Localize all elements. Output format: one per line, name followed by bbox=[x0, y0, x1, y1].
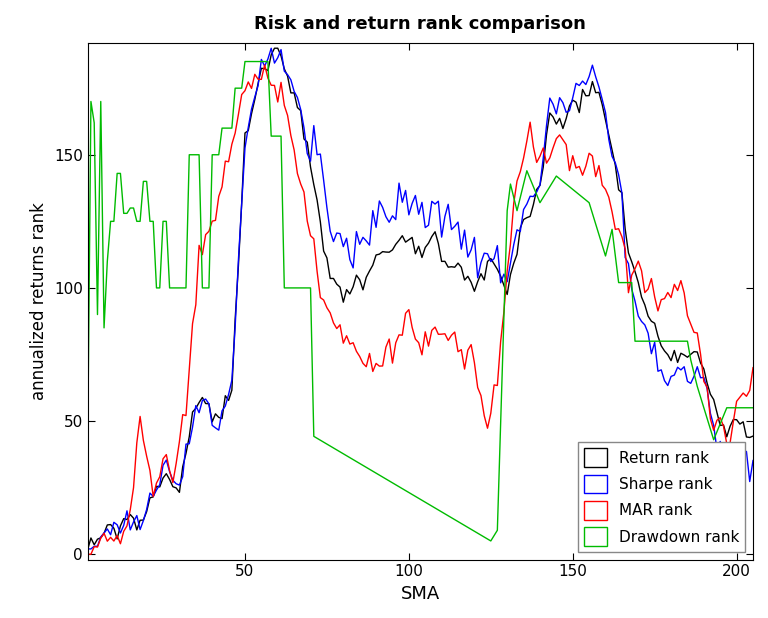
Return rank bbox=[578, 86, 588, 93]
Drawdown rank bbox=[581, 197, 591, 204]
Drawdown rank bbox=[155, 284, 164, 292]
X-axis label: SMA: SMA bbox=[401, 585, 440, 603]
Drawdown rank bbox=[240, 58, 250, 66]
MAR rank bbox=[434, 331, 443, 338]
Title: Risk and return rank comparison: Risk and return rank comparison bbox=[254, 15, 586, 33]
Return rank bbox=[434, 240, 443, 247]
MAR rank bbox=[263, 74, 273, 82]
Sharpe rank bbox=[578, 77, 588, 85]
MAR rank bbox=[578, 172, 588, 179]
Sharpe rank bbox=[194, 409, 204, 417]
Drawdown rank bbox=[263, 58, 273, 66]
Legend: Return rank, Sharpe rank, MAR rank, Drawdown rank: Return rank, Sharpe rank, MAR rank, Draw… bbox=[578, 442, 746, 552]
Line: Sharpe rank: Sharpe rank bbox=[88, 48, 753, 549]
Sharpe rank bbox=[83, 545, 92, 552]
Drawdown rank bbox=[83, 444, 92, 451]
MAR rank bbox=[260, 61, 270, 69]
Sharpe rank bbox=[434, 198, 443, 205]
MAR rank bbox=[748, 364, 757, 371]
MAR rank bbox=[155, 473, 164, 481]
Return rank bbox=[748, 433, 757, 440]
Return rank bbox=[421, 243, 430, 251]
Sharpe rank bbox=[421, 224, 430, 231]
Line: Drawdown rank: Drawdown rank bbox=[88, 62, 753, 541]
Return rank bbox=[260, 65, 270, 72]
Drawdown rank bbox=[194, 151, 204, 158]
Sharpe rank bbox=[266, 44, 276, 52]
MAR rank bbox=[83, 551, 92, 558]
Sharpe rank bbox=[748, 457, 757, 464]
Return rank bbox=[155, 483, 164, 491]
Drawdown rank bbox=[748, 404, 757, 412]
Drawdown rank bbox=[421, 499, 430, 506]
Drawdown rank bbox=[434, 506, 443, 514]
Return rank bbox=[194, 399, 204, 406]
Y-axis label: annualized returns rank: annualized returns rank bbox=[31, 202, 48, 400]
Sharpe rank bbox=[155, 481, 164, 488]
MAR rank bbox=[194, 242, 204, 249]
Line: Return rank: Return rank bbox=[88, 48, 753, 549]
Return rank bbox=[83, 546, 92, 553]
Sharpe rank bbox=[260, 62, 270, 70]
MAR rank bbox=[421, 328, 430, 336]
Line: MAR rank: MAR rank bbox=[88, 65, 753, 554]
Drawdown rank bbox=[486, 537, 495, 544]
Return rank bbox=[270, 44, 279, 52]
